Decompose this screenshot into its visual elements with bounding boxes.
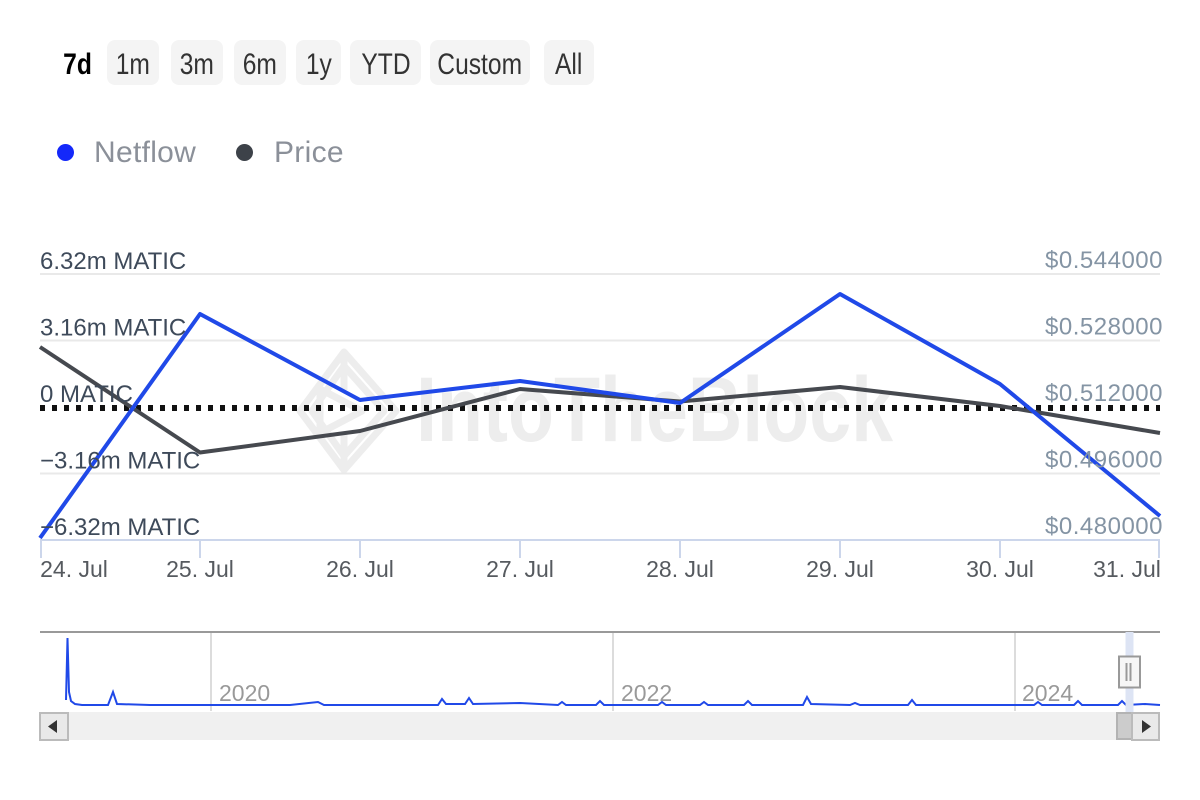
svg-text:$0.496000: $0.496000 <box>1045 447 1163 474</box>
svg-text:2022: 2022 <box>621 680 672 706</box>
svg-text:3.16m MATIC: 3.16m MATIC <box>40 315 186 342</box>
svg-text:−6.32m MATIC: −6.32m MATIC <box>40 514 200 541</box>
svg-text:25. Jul: 25. Jul <box>166 556 234 582</box>
svg-text:$0.544000: $0.544000 <box>1045 247 1163 274</box>
svg-text:−3.16m MATIC: −3.16m MATIC <box>40 448 200 475</box>
svg-text:24. Jul: 24. Jul <box>40 556 108 582</box>
svg-text:30. Jul: 30. Jul <box>966 556 1034 582</box>
svg-text:$0.528000: $0.528000 <box>1045 314 1163 341</box>
svg-text:26. Jul: 26. Jul <box>326 556 394 582</box>
svg-text:$0.480000: $0.480000 <box>1045 513 1163 540</box>
svg-text:6.32m MATIC: 6.32m MATIC <box>40 248 186 275</box>
svg-text:2020: 2020 <box>219 680 270 706</box>
svg-text:0 MATIC: 0 MATIC <box>40 381 133 408</box>
svg-text:2024: 2024 <box>1022 680 1073 706</box>
svg-text:31. Jul: 31. Jul <box>1093 556 1161 582</box>
svg-text:$0.512000: $0.512000 <box>1045 380 1163 407</box>
svg-text:28. Jul: 28. Jul <box>646 556 714 582</box>
svg-text:27. Jul: 27. Jul <box>486 556 554 582</box>
svg-text:29. Jul: 29. Jul <box>806 556 874 582</box>
